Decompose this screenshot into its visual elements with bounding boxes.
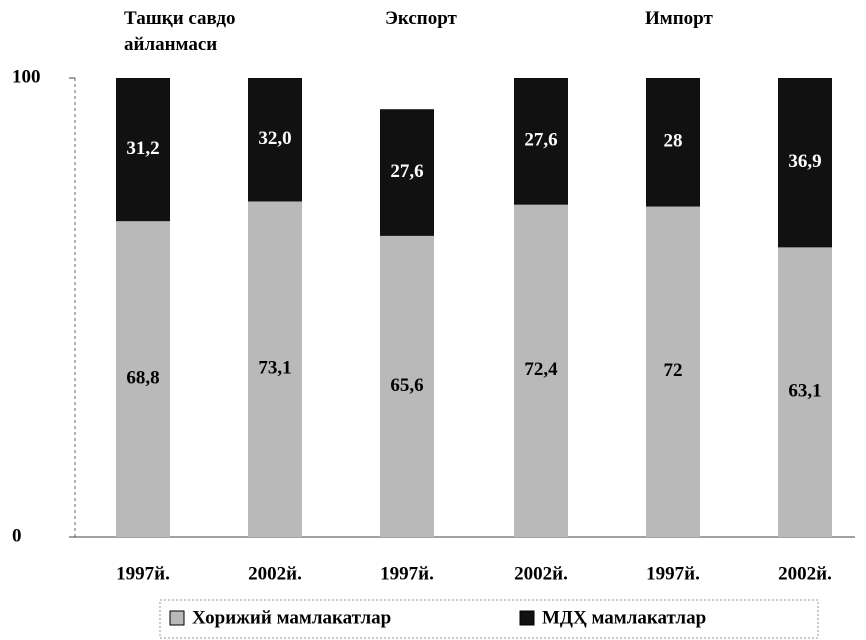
bar-segment [514, 78, 568, 205]
legend-label: МДҲ мамлакатлар [542, 607, 706, 628]
bar-segment [116, 78, 170, 222]
data-label: 27,6 [390, 161, 423, 182]
data-label: 72,4 [524, 359, 558, 380]
x-tick-label: 2002й. [514, 563, 568, 584]
x-tick-label: 1997й. [646, 563, 700, 584]
group-label: Экспорт [385, 8, 457, 29]
data-label: 28 [664, 131, 683, 152]
data-label: 36,9 [788, 151, 821, 172]
group-label: Ташқи савдо айланмаси [124, 8, 236, 55]
y-tick-label: 0 [12, 525, 22, 546]
bar-segment [514, 204, 568, 537]
data-label: 32,0 [258, 128, 291, 149]
plot-area [116, 78, 832, 537]
data-label: 65,6 [390, 375, 423, 396]
bar-segment [646, 206, 700, 537]
x-tick-label: 1997й. [380, 563, 434, 584]
group-label: Импорт [645, 8, 713, 29]
bar-segment [248, 201, 302, 537]
data-label: 72 [664, 360, 683, 381]
data-label: 31,2 [126, 138, 159, 159]
legend-swatch [519, 610, 535, 626]
data-label: 27,6 [524, 130, 557, 151]
data-label: 73,1 [258, 358, 291, 379]
data-label: 63,1 [788, 381, 821, 402]
bar-segment [778, 247, 832, 537]
bar-segment [116, 221, 170, 537]
bar-segment [380, 235, 434, 537]
x-tick-label: 2002й. [778, 563, 832, 584]
bar-segment [380, 109, 434, 236]
bar-segment [248, 78, 302, 202]
legend-swatch [169, 610, 185, 626]
data-label: 68,8 [126, 367, 159, 388]
bar-segment [646, 78, 700, 207]
legend-label: Хорижий мамлакатлар [192, 607, 391, 628]
x-tick-label: 2002й. [248, 563, 302, 584]
legend-box [159, 599, 819, 639]
bar-segment [778, 78, 832, 248]
y-tick-label: 100 [12, 66, 41, 87]
x-tick-label: 1997й. [116, 563, 170, 584]
